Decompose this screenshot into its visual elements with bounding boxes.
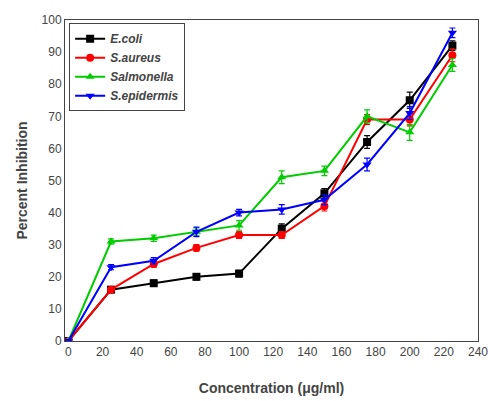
svg-text:200: 200 — [400, 345, 420, 359]
svg-text:E.coli: E.coli — [110, 32, 143, 46]
svg-text:Salmonella: Salmonella — [110, 70, 174, 84]
svg-text:Concentration (μg/ml): Concentration (μg/ml) — [199, 380, 344, 396]
svg-text:70: 70 — [48, 110, 62, 124]
svg-text:0: 0 — [65, 345, 72, 359]
svg-text:S.epidermis: S.epidermis — [110, 89, 178, 103]
svg-text:40: 40 — [48, 206, 62, 220]
svg-text:80: 80 — [48, 77, 62, 91]
svg-text:100: 100 — [42, 13, 62, 27]
svg-text:50: 50 — [48, 174, 62, 188]
svg-text:60: 60 — [48, 142, 62, 156]
svg-text:Percent Inhibition: Percent Inhibition — [14, 121, 30, 239]
svg-text:80: 80 — [198, 345, 212, 359]
svg-text:100: 100 — [229, 345, 249, 359]
svg-text:120: 120 — [263, 345, 283, 359]
svg-text:40: 40 — [130, 345, 144, 359]
svg-text:20: 20 — [48, 270, 62, 284]
svg-text:0: 0 — [55, 334, 62, 348]
svg-text:220: 220 — [434, 345, 454, 359]
svg-text:140: 140 — [297, 345, 317, 359]
svg-text:160: 160 — [331, 345, 351, 359]
svg-text:30: 30 — [48, 238, 62, 252]
svg-text:240: 240 — [468, 345, 488, 359]
svg-text:20: 20 — [96, 345, 110, 359]
svg-text:180: 180 — [366, 345, 386, 359]
svg-text:S.aureus: S.aureus — [110, 51, 161, 65]
svg-text:90: 90 — [48, 45, 62, 59]
svg-text:10: 10 — [48, 302, 62, 316]
svg-text:60: 60 — [164, 345, 178, 359]
